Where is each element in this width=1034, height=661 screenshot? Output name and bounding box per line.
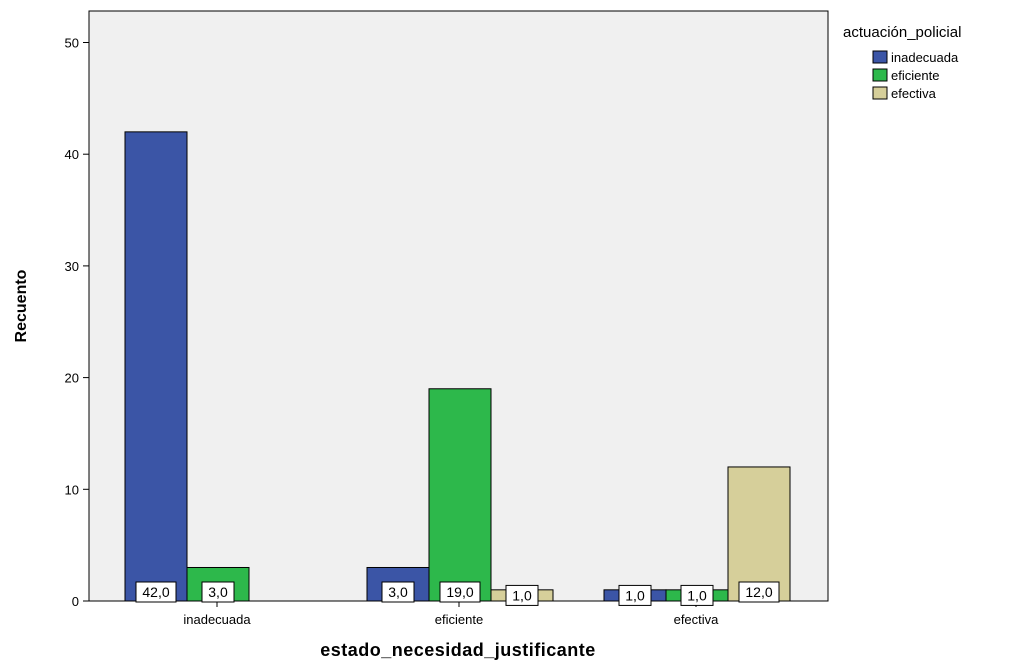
legend-title: actuación_policial [843,24,961,41]
x-tick-label: inadecuada [183,612,251,627]
data-label: 1,0 [512,587,532,603]
legend-swatch-eficiente [872,68,888,82]
data-label: 19,0 [446,584,473,600]
y-tick-label: 30 [65,259,79,274]
data-label-box [201,581,235,603]
data-label-box [680,584,714,606]
bar-inadecuada-inadecuada [124,131,188,602]
bar-efectiva-efectiva [727,466,791,602]
y-tick-label: 0 [72,594,79,609]
x-tick-label: eficiente [435,612,483,627]
y-tick-label: 20 [65,371,79,386]
x-tick-label: efectiva [674,612,720,627]
data-label-box [738,581,780,603]
data-label-box [381,581,415,603]
data-label-box [135,581,177,603]
data-label: 1,0 [625,587,645,603]
legend: actuación_policial inadecuada eficiente ef… [843,24,961,101]
legend-swatch-efectiva [872,86,888,100]
data-label-box [505,584,539,606]
bar-labels-group: 42,0 3,0 3,0 19,0 1,0 1,0 1,0 12,0 [135,581,780,606]
data-label: 3,0 [388,584,408,600]
legend-label-inadecuada: inadecuada [891,50,959,65]
legend-label-eficiente: eficiente [891,68,939,83]
y-tick-label: 50 [65,36,79,51]
data-label: 3,0 [208,584,228,600]
legend-swatch-inadecuada [872,50,888,64]
y-axis-title: Recuento [13,269,30,342]
legend-label-efectiva: efectiva [891,86,937,101]
y-tick-label: 40 [65,147,79,162]
data-label-box [618,584,652,606]
data-label: 42,0 [142,584,169,600]
y-axis: 0 10 20 30 40 50 [65,36,89,609]
x-axis-title: estado_necesidad_justificante [320,640,596,660]
data-label: 1,0 [687,587,707,603]
bar-eficiente-eficiente [428,388,492,602]
x-axis: inadecuada eficiente efectiva [183,601,719,627]
data-label-box [439,581,481,603]
data-label: 12,0 [745,584,772,600]
y-tick-label: 10 [65,482,79,497]
